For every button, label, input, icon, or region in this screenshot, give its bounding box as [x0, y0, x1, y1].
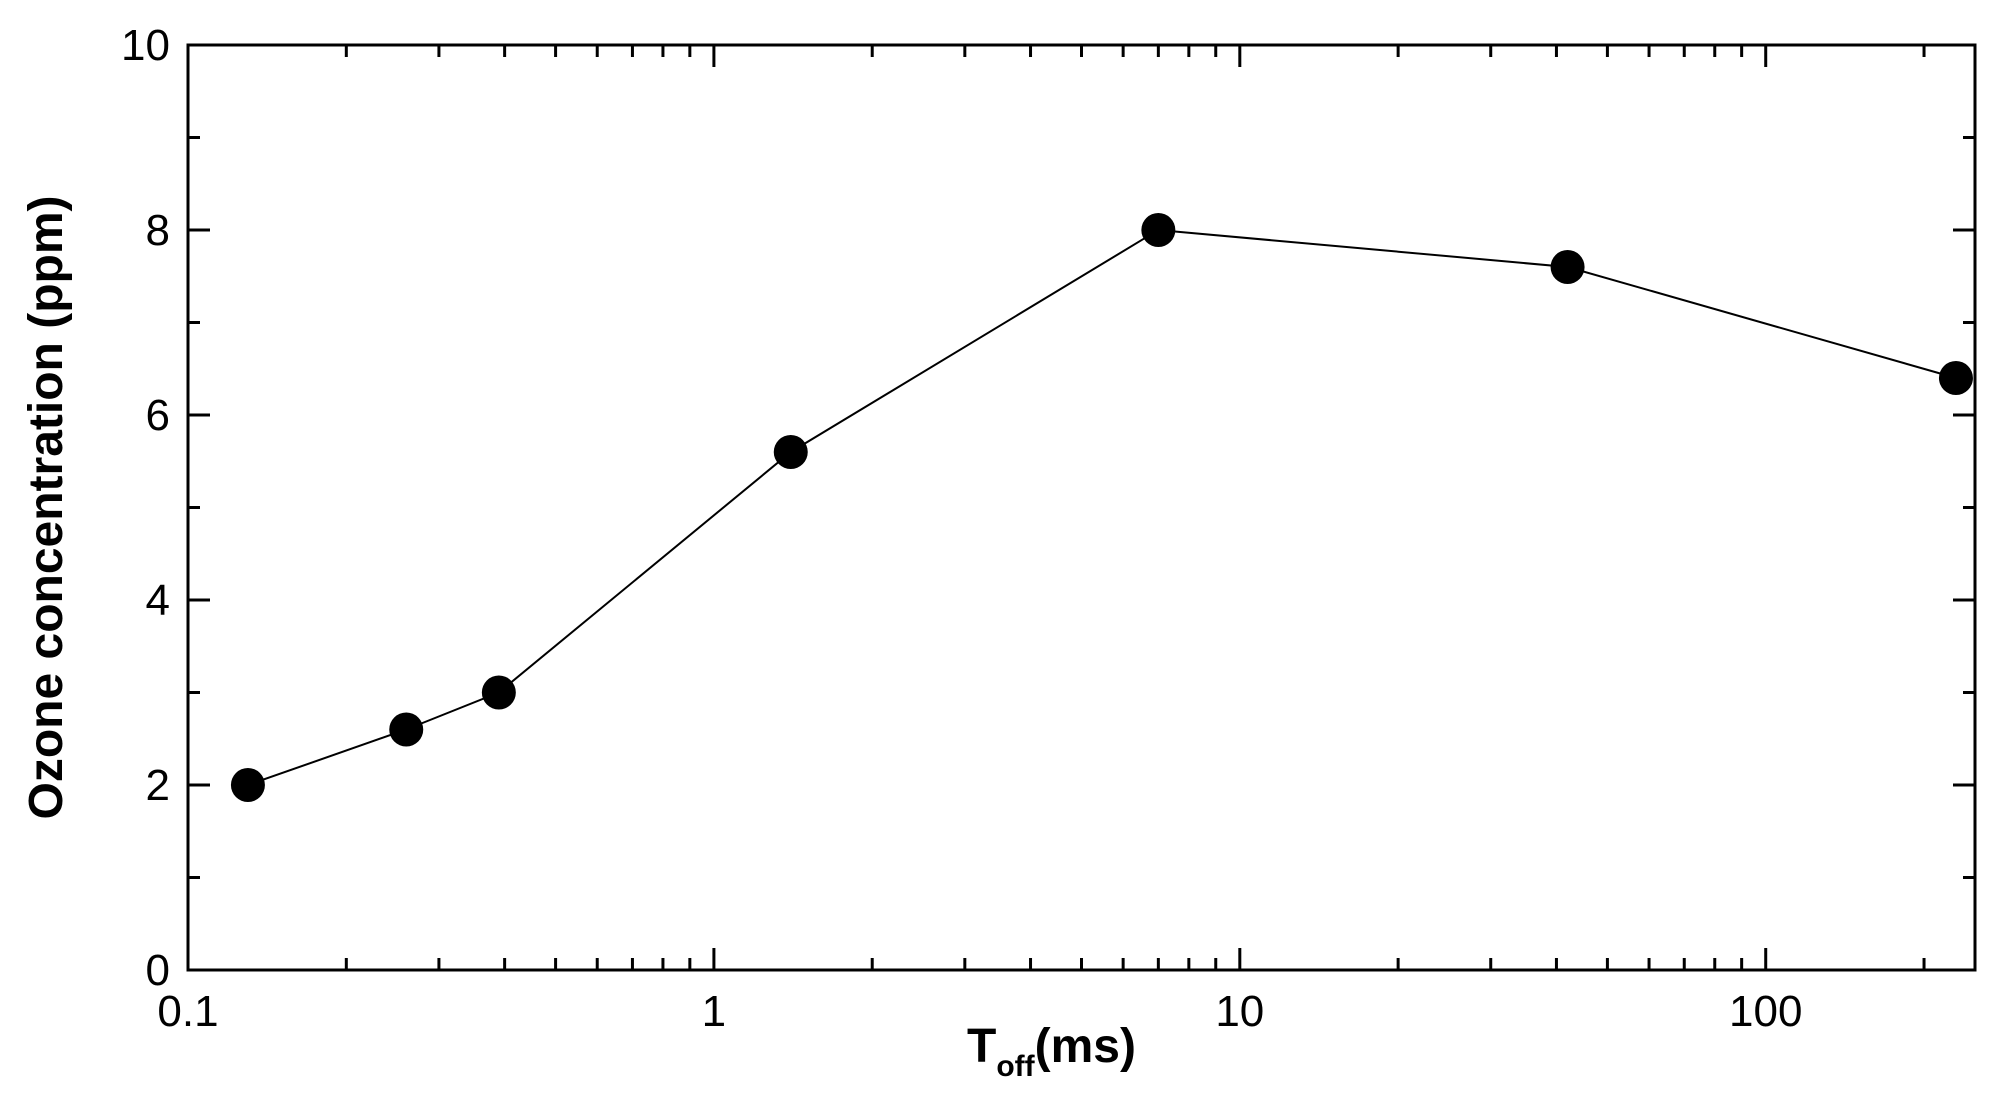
x-tick-label: 100 — [1729, 987, 1802, 1036]
data-point — [481, 675, 516, 710]
y-tick-label: 0 — [146, 946, 170, 995]
x-axis-title: Toff(ms) — [967, 1020, 1136, 1083]
data-point — [230, 768, 265, 802]
data-point — [1141, 213, 1176, 247]
x-tick-label: 10 — [1215, 987, 1264, 1036]
y-tick-label: 4 — [146, 576, 170, 625]
y-tick-label: 10 — [121, 21, 170, 70]
tick-marks — [186, 43, 1975, 972]
y-tick-label: 2 — [146, 761, 170, 810]
x-tick-label: 0.1 — [157, 987, 218, 1036]
data-point — [389, 712, 424, 747]
x-axis-title-subscript: off — [996, 1050, 1035, 1083]
series-layer — [230, 213, 1973, 802]
tick-labels: 0.1 1 10 100 0 2 4 6 8 10 — [121, 21, 1802, 1036]
data-point — [773, 435, 808, 469]
data-point — [1938, 361, 1973, 395]
y-tick-label: 6 — [146, 391, 170, 440]
x-axis-title-main: T — [967, 1020, 996, 1073]
y-axis-title: Ozone concentration (ppm) — [20, 196, 73, 820]
plot-area-frame — [186, 43, 1977, 972]
x-axis-title-unit: (ms) — [1035, 1020, 1136, 1073]
x-tick-label: 1 — [702, 987, 726, 1036]
y-tick-label: 8 — [146, 206, 170, 255]
data-point — [1550, 250, 1585, 284]
